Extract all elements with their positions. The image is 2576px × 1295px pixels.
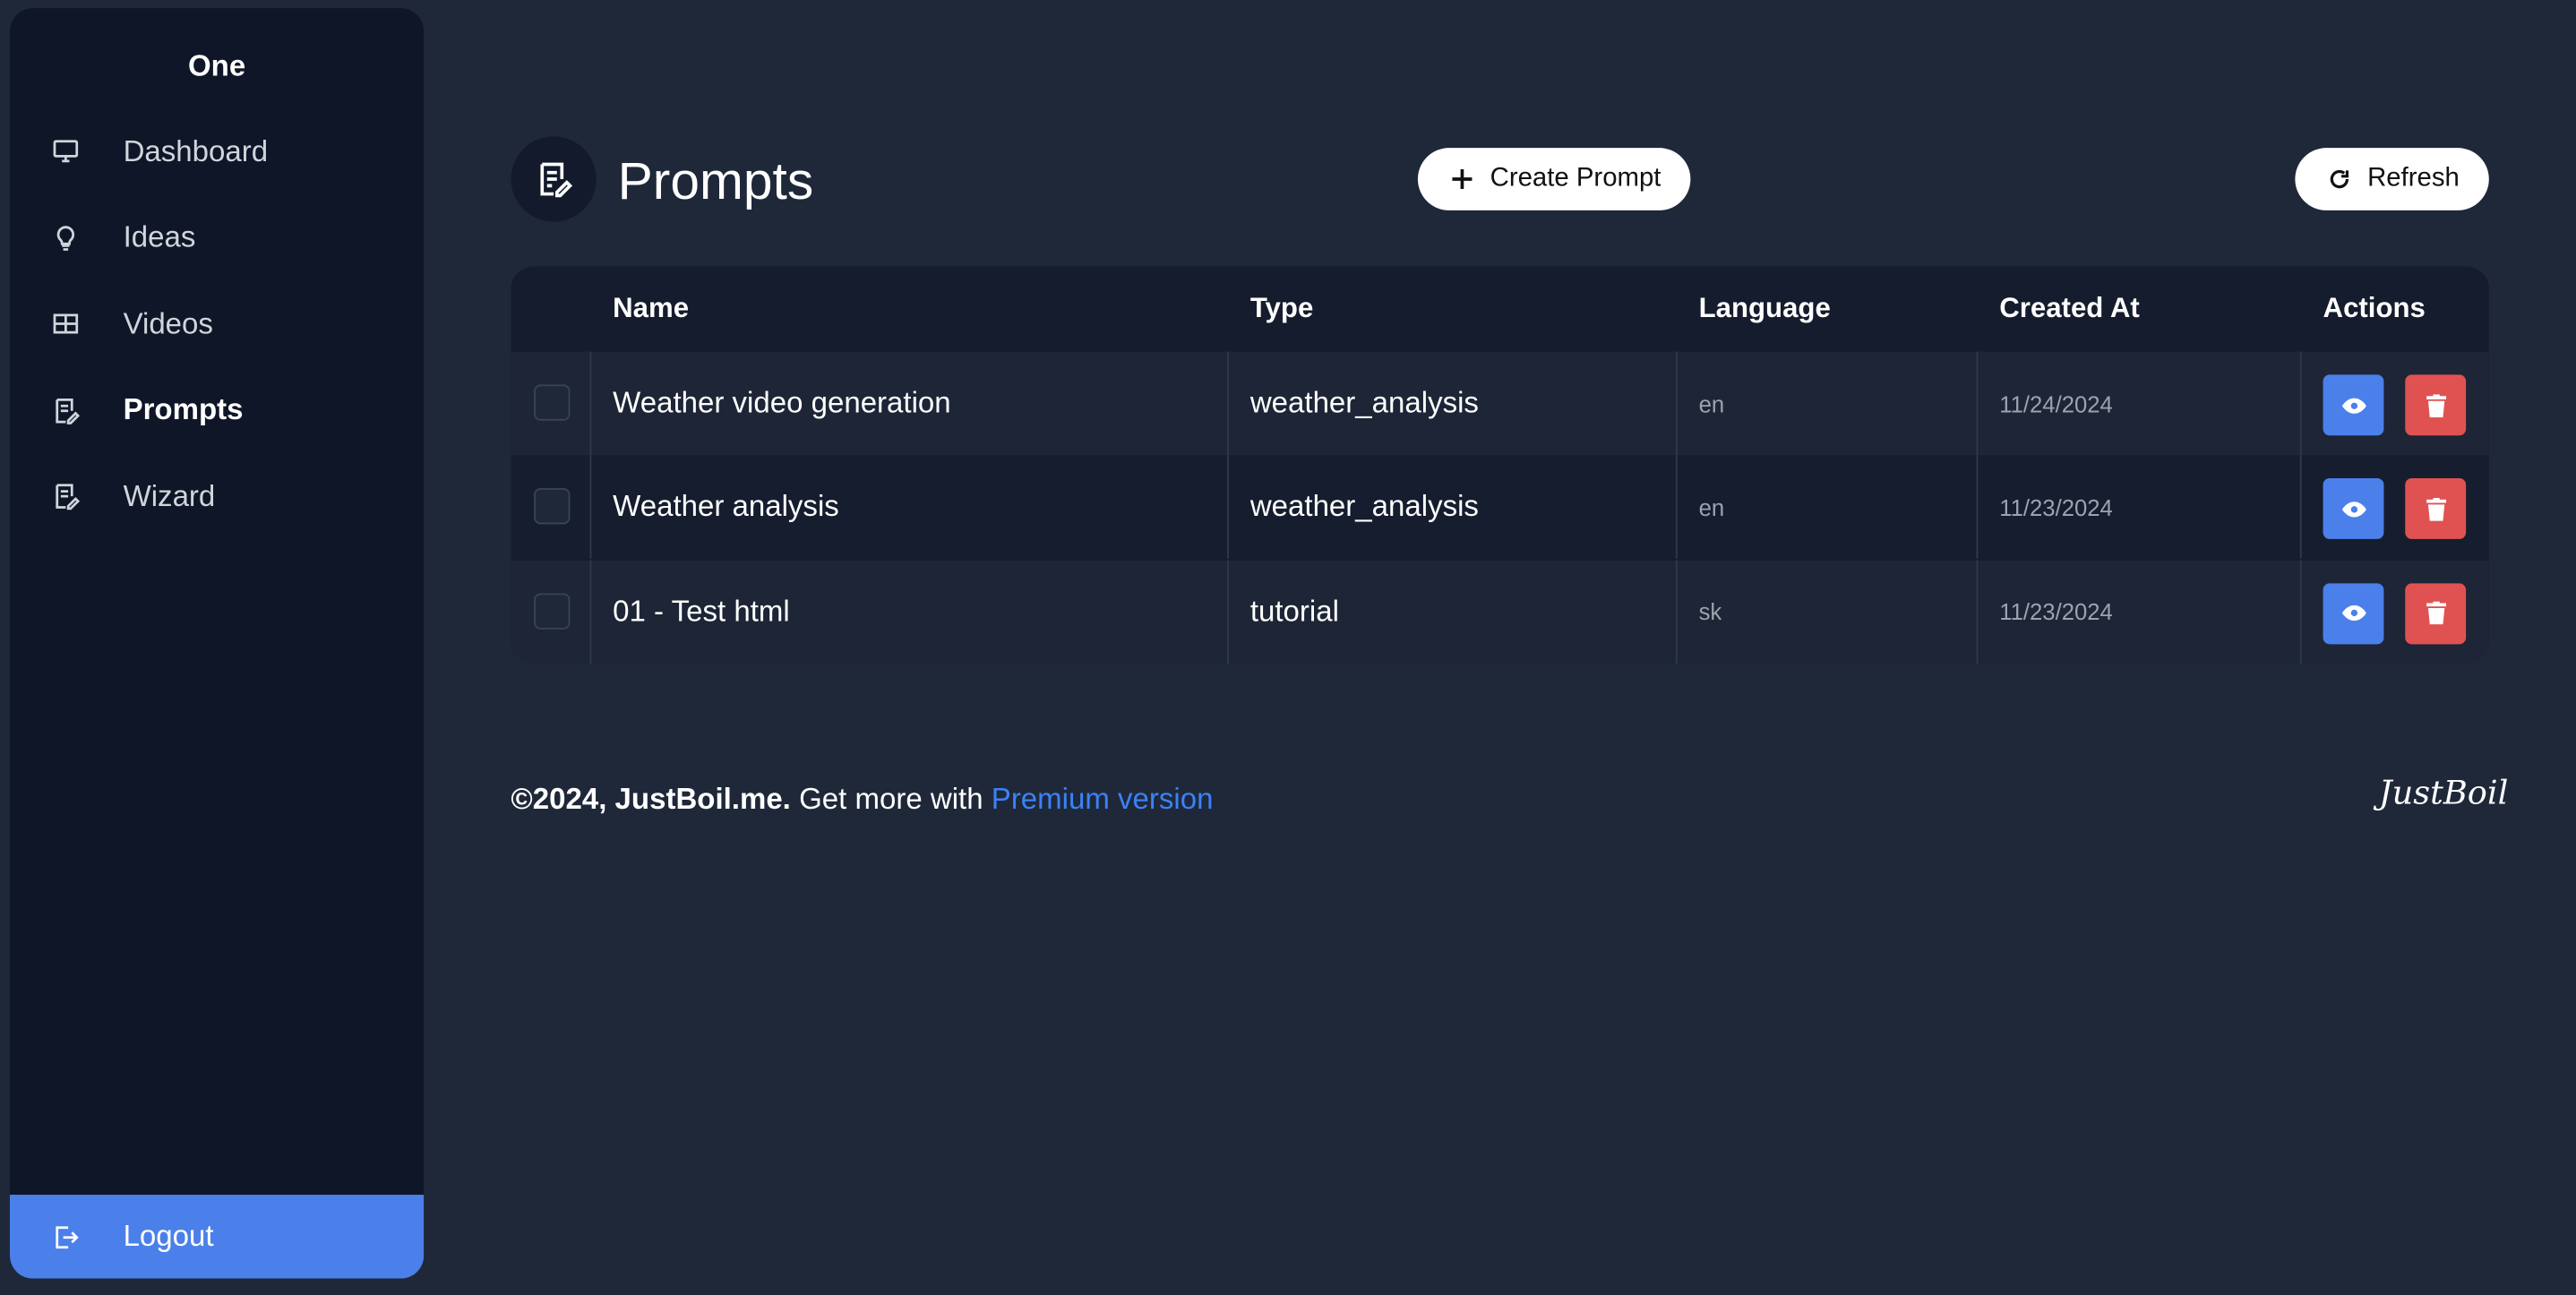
nav-item[interactable]: Ideas xyxy=(10,204,424,270)
nav-label: Wizard xyxy=(123,478,216,512)
nav-icon xyxy=(56,225,75,250)
cell: Weather video generation xyxy=(613,386,951,419)
view-button[interactable] xyxy=(2323,582,2384,644)
eye-icon xyxy=(2341,501,2366,518)
cell: sk xyxy=(1698,598,1722,625)
trash-icon xyxy=(2426,497,2446,521)
eye-icon xyxy=(2341,397,2366,413)
column-header: Created At xyxy=(1999,292,2140,324)
table-row: Weather video generation weather_analysis… xyxy=(511,351,2489,456)
divider xyxy=(1675,455,1678,560)
row-checkbox[interactable] xyxy=(534,488,571,525)
logout-label: Logout xyxy=(123,1219,214,1253)
sidebar: One Dashboard Ideas Videos Prompts Wizard Lo… xyxy=(10,8,425,1279)
nav-icon xyxy=(56,484,81,510)
delete-button[interactable] xyxy=(2405,374,2467,436)
nav-item[interactable]: Dashboard xyxy=(10,118,424,184)
nav-item[interactable]: Prompts xyxy=(10,377,424,442)
divider xyxy=(2299,455,2302,560)
copyright: ©2024, JustBoil.me. xyxy=(511,782,791,816)
nav-icon xyxy=(53,313,79,334)
divider xyxy=(1675,351,1678,456)
column-header: Actions xyxy=(2323,292,2426,324)
refresh-label: Refresh xyxy=(2367,164,2460,193)
table-row: 01 - Test html tutorial sk 11/23/2024 xyxy=(511,559,2489,664)
cell: 11/23/2024 xyxy=(1999,493,2113,521)
row-checkbox[interactable] xyxy=(534,592,571,630)
column-header: Name xyxy=(613,292,690,324)
cell: Weather analysis xyxy=(613,490,839,524)
cell: en xyxy=(1698,493,1725,521)
logout-button[interactable]: Logout xyxy=(10,1195,425,1279)
nav-icon xyxy=(53,140,79,163)
eye-icon xyxy=(2341,605,2366,622)
premium-link[interactable]: Premium version xyxy=(991,782,1214,816)
page-title: Prompts xyxy=(617,150,814,210)
trash-icon xyxy=(2426,601,2446,625)
divider xyxy=(1227,559,1229,664)
nav-item[interactable]: Videos xyxy=(10,291,424,356)
refresh-button[interactable]: Refresh xyxy=(2295,148,2489,210)
divider xyxy=(1976,559,1979,664)
nav-item[interactable]: Wizard xyxy=(10,463,424,528)
table: Name Type Language Created At Actions Weather… xyxy=(511,266,2489,665)
cell: 11/23/2024 xyxy=(1999,598,2113,625)
delete-button[interactable] xyxy=(2405,478,2467,540)
create-label: Create Prompt xyxy=(1490,164,1662,193)
footer-text: Get more with xyxy=(799,782,983,816)
column-header: Type xyxy=(1249,292,1314,324)
delete-button[interactable] xyxy=(2405,582,2467,644)
divider xyxy=(1675,559,1678,664)
divider xyxy=(2299,351,2302,456)
cell: 11/24/2024 xyxy=(1999,390,2113,417)
footer: ©2024, JustBoil.me. Get more with Premiu… xyxy=(511,782,1213,817)
cell: en xyxy=(1698,390,1725,417)
divider xyxy=(2299,559,2302,664)
divider xyxy=(1227,455,1229,560)
trash-icon xyxy=(2426,393,2446,417)
divider xyxy=(589,559,592,664)
cell: weather_analysis xyxy=(1249,386,1479,419)
cell: weather_analysis xyxy=(1249,490,1479,524)
cell: tutorial xyxy=(1249,594,1339,628)
divider xyxy=(1976,351,1979,456)
cell: 01 - Test html xyxy=(613,594,790,628)
nav-label: Ideas xyxy=(123,219,196,253)
logo: JustBoil xyxy=(2378,772,2509,812)
divider xyxy=(589,455,592,560)
nav-icon xyxy=(56,398,81,424)
row-checkbox[interactable] xyxy=(534,384,571,421)
view-button[interactable] xyxy=(2323,478,2384,540)
view-button[interactable] xyxy=(2323,374,2384,436)
nav-label: Prompts xyxy=(123,392,244,426)
nav-label: Dashboard xyxy=(123,133,269,167)
title-icon xyxy=(511,136,597,222)
table-row: Weather analysis weather_analysis en 11/23/… xyxy=(511,455,2489,560)
divider xyxy=(1227,351,1229,456)
brand: One xyxy=(187,49,246,82)
create-button[interactable]: Create Prompt xyxy=(1417,148,1691,210)
column-header: Language xyxy=(1698,292,1831,324)
divider xyxy=(1976,455,1979,560)
divider xyxy=(589,351,592,456)
nav-label: Videos xyxy=(123,306,213,339)
